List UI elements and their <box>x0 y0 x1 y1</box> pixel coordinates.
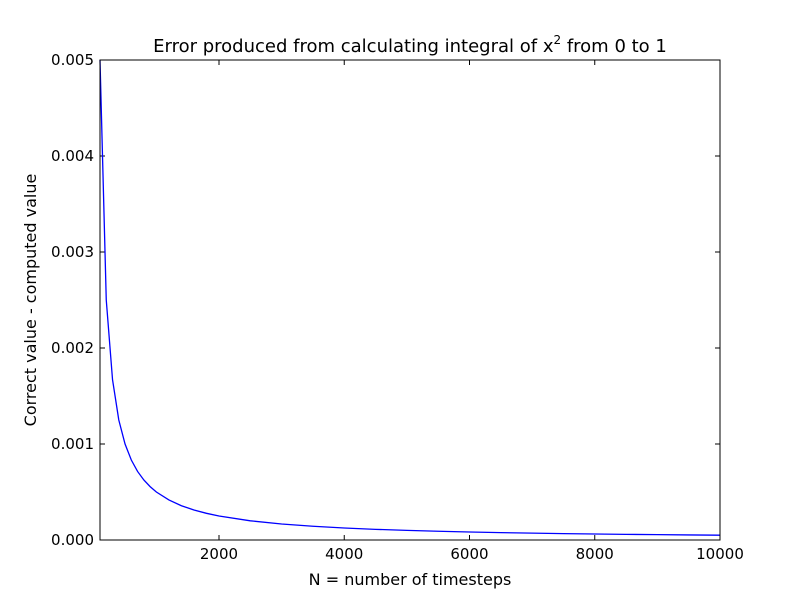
chart-title-main: Error produced from calculating integral… <box>153 36 554 57</box>
y-tick-label: 0.003 <box>51 243 94 261</box>
x-axis-ticks: 2000 4000 6000 8000 10000 <box>200 60 744 563</box>
y-tick-label: 0.002 <box>51 339 94 357</box>
x-tick-label: 6000 <box>450 545 488 563</box>
plot-area <box>100 60 720 540</box>
y-tick-label: 0.004 <box>51 147 94 165</box>
y-axis-label: Correct value - computed value <box>21 174 40 427</box>
chart-title-suffix: from 0 to 1 <box>561 36 667 57</box>
x-axis-label: N = number of timesteps <box>309 570 512 589</box>
chart-title-superscript: 2 <box>553 33 561 47</box>
x-tick-label: 2000 <box>200 545 238 563</box>
y-tick-label: 0.000 <box>51 531 94 549</box>
y-tick-label: 0.001 <box>51 435 94 453</box>
y-tick-label: 0.005 <box>51 51 94 69</box>
error-series-line <box>99 59 721 536</box>
x-tick-label: 10000 <box>696 545 744 563</box>
x-tick-label: 4000 <box>325 545 363 563</box>
plot-frame <box>99 59 721 541</box>
chart-title: Error produced from calculating integral… <box>153 33 667 57</box>
x-tick-label: 8000 <box>576 545 614 563</box>
